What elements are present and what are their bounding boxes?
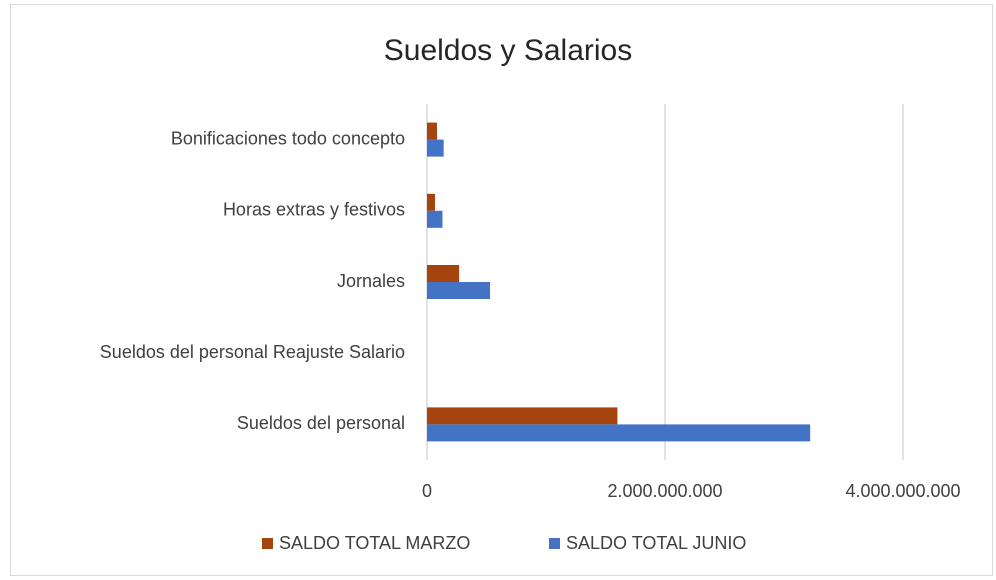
bar [427,424,811,442]
legend-swatch [262,538,273,549]
bar [427,193,435,211]
bar [427,265,460,282]
legend-label: SALDO TOTAL MARZO [279,533,470,553]
y-tick-label: Sueldos del personal [237,413,405,433]
y-tick-label: Sueldos del personal Reajuste Salario [100,342,405,362]
bar [427,210,443,228]
legend-swatch [549,538,560,549]
y-tick-label: Horas extras y festivos [223,200,405,220]
x-tick-label: 2.000.000.000 [607,481,722,501]
y-tick-label: Bonificaciones todo concepto [171,128,405,148]
bar [427,407,618,425]
chart-border [10,4,993,576]
x-tick-label: 0 [422,481,432,501]
bar [427,139,444,157]
bar [427,122,437,140]
bar [427,282,491,299]
chart-title: Sueldos y Salarios [384,34,632,67]
legend-label: SALDO TOTAL JUNIO [566,533,746,553]
x-tick-label: 4.000.000.000 [845,481,960,501]
y-tick-label: Jornales [337,271,405,291]
